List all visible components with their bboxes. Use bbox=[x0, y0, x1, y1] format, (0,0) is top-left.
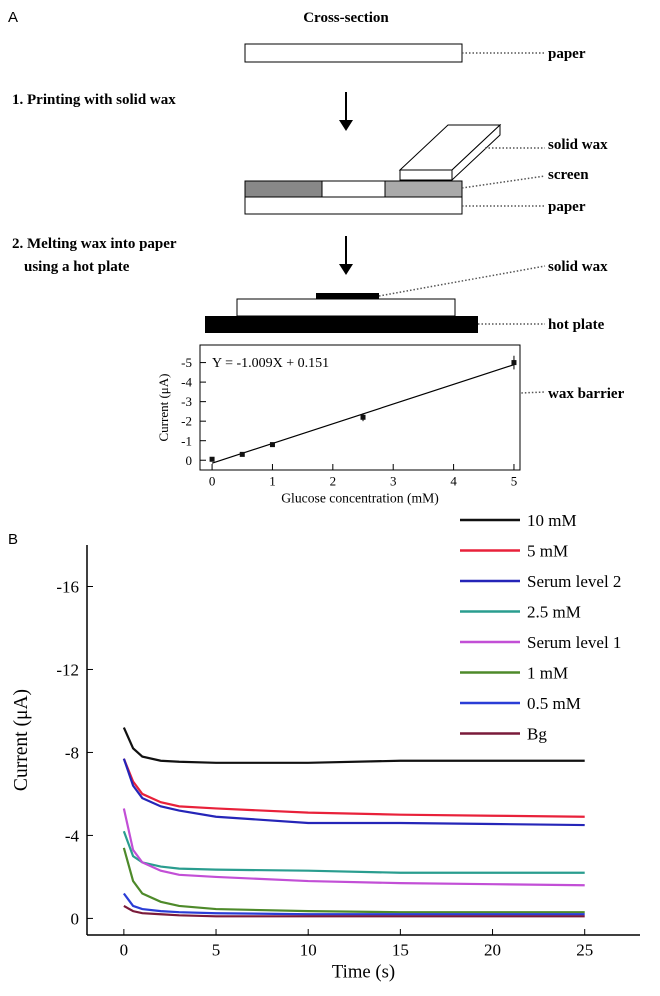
data-point bbox=[269, 442, 275, 448]
screen-layer bbox=[384, 180, 463, 198]
diagram-title: Cross-section bbox=[303, 10, 389, 26]
leader-line bbox=[378, 265, 546, 297]
series-line bbox=[123, 904, 585, 918]
layer-label: screen bbox=[548, 167, 589, 183]
solid-wax-block bbox=[399, 169, 453, 181]
layer-label: hot plate bbox=[548, 317, 605, 333]
x-tick-label: 15 bbox=[392, 940, 409, 959]
legend-label: 1 mM bbox=[527, 664, 568, 683]
legend-label: Serum level 2 bbox=[527, 572, 621, 591]
legend-label: Serum level 1 bbox=[527, 633, 621, 652]
x-tick-label: 3 bbox=[390, 474, 397, 489]
layer-label: solid wax bbox=[548, 137, 608, 153]
y-axis-label: Current (μA) bbox=[156, 374, 171, 442]
step-label: 1. Printing with solid wax bbox=[12, 92, 176, 108]
layer-label: wax barrier bbox=[548, 386, 625, 402]
series-line bbox=[122, 892, 585, 916]
data-point bbox=[360, 414, 366, 420]
y-tick-label: -3 bbox=[181, 394, 192, 409]
y-tick-label: -4 bbox=[65, 826, 80, 845]
legend-label: Bg bbox=[527, 725, 547, 744]
series-line bbox=[122, 847, 585, 914]
y-tick-label: 0 bbox=[186, 453, 193, 468]
hot-plate bbox=[205, 316, 478, 333]
data-point bbox=[239, 451, 245, 457]
legend-label: 5 mM bbox=[527, 542, 568, 561]
y-tick-label: -1 bbox=[181, 433, 192, 448]
y-tick-label: -8 bbox=[65, 743, 79, 762]
x-tick-label: 20 bbox=[484, 940, 501, 959]
x-tick-label: 1 bbox=[269, 474, 276, 489]
x-tick-label: 0 bbox=[209, 474, 216, 489]
layer-label: paper bbox=[548, 199, 586, 215]
y-tick-label: -4 bbox=[181, 375, 192, 390]
solid-wax-block bbox=[451, 123, 501, 182]
x-axis-label: Time (s) bbox=[332, 962, 395, 983]
data-point bbox=[209, 456, 215, 462]
y-tick-label: -5 bbox=[181, 355, 192, 370]
y-tick-label: -12 bbox=[56, 660, 79, 679]
layer-label: paper bbox=[548, 46, 586, 62]
x-axis-label: Glucose concentration (mM) bbox=[281, 491, 439, 507]
x-tick-label: 25 bbox=[576, 940, 593, 959]
series-line bbox=[122, 830, 585, 874]
x-tick-label: 5 bbox=[511, 474, 518, 489]
data-point bbox=[511, 360, 517, 366]
series-line bbox=[122, 758, 585, 827]
y-axis-label: Current (μA) bbox=[11, 689, 32, 791]
y-tick-label: 0 bbox=[71, 909, 80, 928]
step-label: 2. Melting wax into paper bbox=[12, 236, 177, 252]
x-tick-label: 0 bbox=[120, 940, 129, 959]
x-tick-label: 4 bbox=[450, 474, 457, 489]
legend-label: 2.5 mM bbox=[527, 603, 581, 622]
legend-label: 10 mM bbox=[527, 511, 577, 530]
panel-label: B bbox=[8, 531, 18, 548]
series-line bbox=[122, 758, 585, 818]
series-line bbox=[122, 808, 585, 887]
paper-layer bbox=[236, 298, 456, 317]
series-line bbox=[122, 727, 585, 764]
leader-line bbox=[461, 175, 546, 189]
x-tick-label: 2 bbox=[330, 474, 337, 489]
layer-label: solid wax bbox=[548, 259, 608, 275]
y-tick-label: -2 bbox=[181, 414, 192, 429]
screen-layer bbox=[244, 180, 323, 198]
y-tick-label: -16 bbox=[56, 577, 79, 596]
panel-label: A bbox=[8, 9, 18, 26]
x-tick-label: 5 bbox=[212, 940, 221, 959]
legend-label: 0.5 mM bbox=[527, 694, 581, 713]
solid-wax-layer bbox=[316, 293, 379, 299]
step-label: using a hot plate bbox=[24, 259, 130, 275]
paper-layer bbox=[244, 43, 463, 63]
paper-layer bbox=[244, 196, 463, 215]
x-tick-label: 10 bbox=[300, 940, 317, 959]
arrow bbox=[339, 236, 353, 275]
annotation: Y = -1.009X + 0.151 bbox=[212, 356, 329, 371]
arrow bbox=[339, 92, 353, 131]
screen-layer bbox=[321, 180, 386, 198]
